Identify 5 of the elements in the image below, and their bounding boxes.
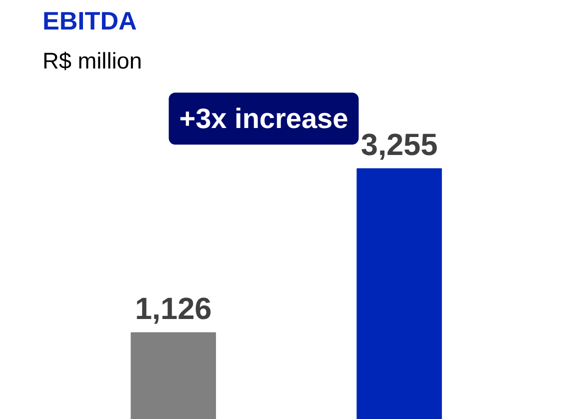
chart-title: EBITDA <box>42 8 137 36</box>
chart-subtitle: R$ million <box>42 48 142 74</box>
data-label: 3,255 <box>360 128 438 162</box>
text: +3x increase <box>179 103 348 134</box>
data-label: 1,126 <box>134 292 212 326</box>
